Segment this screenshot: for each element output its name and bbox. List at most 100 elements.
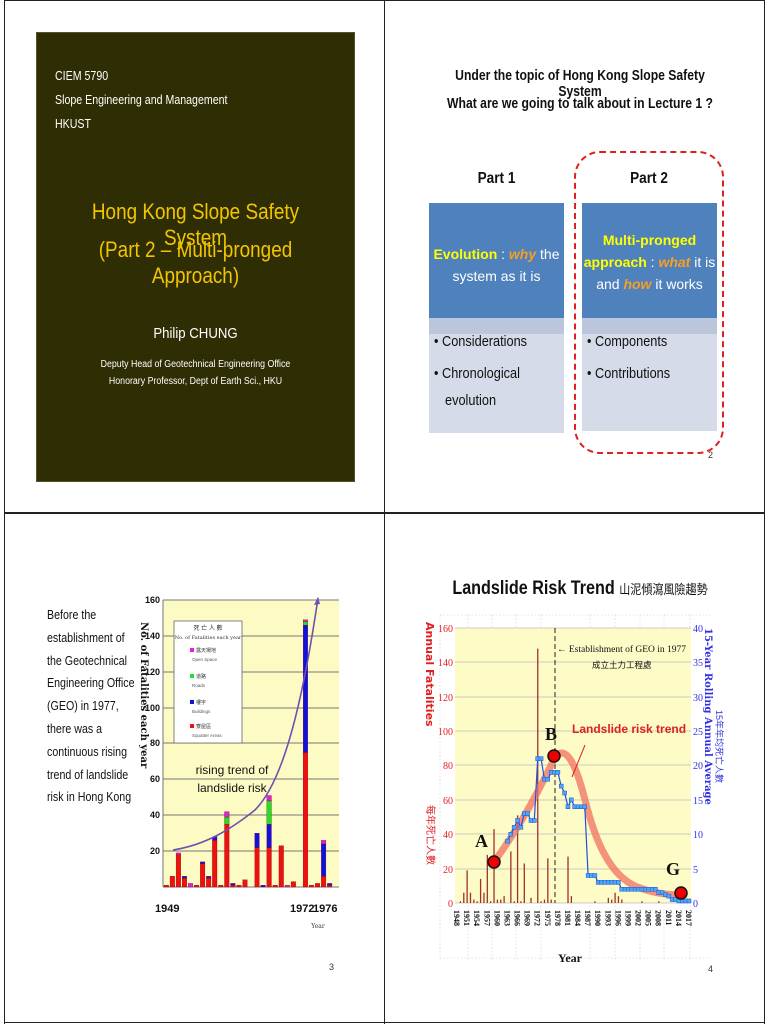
chart-legend: 死 亡 人 數 No. of Fatalities each year 露天場地… [173, 620, 243, 744]
svg-text:80: 80 [443, 761, 453, 772]
svg-text:40: 40 [693, 624, 703, 635]
text-line: establishment of [47, 629, 125, 645]
svg-text:1960: 1960 [492, 910, 501, 926]
left-axis-title-zh: 每年死亡人數 [424, 805, 437, 865]
svg-text:100: 100 [145, 703, 160, 713]
marker-label-b: B [545, 724, 557, 744]
svg-text:1993: 1993 [603, 910, 612, 926]
svg-text:100: 100 [438, 727, 453, 738]
svg-text:1996: 1996 [613, 910, 622, 926]
svg-text:60: 60 [443, 796, 453, 807]
svg-text:No. of Fatalities each year: No. of Fatalities each year [175, 635, 242, 641]
emph-why: why [508, 246, 537, 262]
text-line: there was a [47, 720, 103, 736]
part1-bullet-1: • Considerations [434, 333, 528, 350]
svg-text:1978: 1978 [553, 910, 562, 926]
svg-text:0: 0 [693, 899, 698, 910]
slide4-title: Landslide Risk Trend 山泥傾瀉風險趨勢 [444, 578, 716, 600]
text: and [596, 276, 624, 292]
geo-note-en: ← Establishment of GEO in 1977 [557, 644, 686, 655]
course-code: CIEM 5790 [55, 69, 109, 83]
slide-1-title: CIEM 5790 Slope Engineering and Manageme… [36, 32, 355, 482]
left-axis-title: Annual Fatalities [423, 622, 436, 727]
part2-label: Part 2 [630, 170, 668, 187]
svg-text:1972: 1972 [533, 910, 542, 926]
text: the [536, 246, 560, 262]
part2-summary-box: Multi-pronged approach : what it is and … [582, 203, 717, 318]
page-number-3: 3 [329, 962, 335, 972]
marker-label-a: A [475, 831, 488, 851]
institution: HKUST [55, 117, 92, 131]
svg-text:1954: 1954 [472, 910, 481, 926]
part2-bullet-1: • Components [587, 333, 668, 350]
svg-text:1990: 1990 [593, 910, 602, 926]
part1-label: Part 1 [477, 170, 516, 187]
page-number-2: 2 [708, 450, 714, 460]
svg-text:Open Space: Open Space [192, 657, 218, 662]
keyword-evolution: Evolution [433, 246, 498, 262]
affiliation-line1: Deputy Head of Geotechnical Engineering … [100, 359, 291, 370]
part1-summary-box: Evolution : why the system as it is [429, 203, 564, 318]
svg-text:60: 60 [150, 774, 160, 784]
title-en: Landslide Risk Trend [452, 578, 615, 599]
marker-label-g: G [666, 859, 680, 879]
y-axis-title: No. of Fatalities each year [138, 622, 149, 769]
svg-text:5: 5 [693, 865, 698, 876]
x-axis-title: Year [558, 951, 583, 965]
part1-bullet-2-cont: evolution [445, 391, 496, 411]
grid-bottom-border [4, 1022, 765, 1023]
text: system as it is [452, 268, 541, 284]
emph-how: how [623, 276, 652, 292]
svg-text:1969: 1969 [523, 910, 532, 926]
text-line: Engineering Office [47, 675, 135, 691]
text-line: trend of landslide [47, 766, 129, 782]
slide-title-line1: Hong Kong Slope Safety System [91, 199, 300, 250]
x-axis-title: Year [310, 923, 325, 930]
svg-text:樓宇: 樓宇 [196, 699, 206, 706]
marker-g [674, 886, 688, 900]
slide2-heading-line2: What are we going to talk about in Lectu… [447, 96, 713, 112]
svg-text:20: 20 [443, 865, 453, 876]
svg-text:1963: 1963 [502, 910, 511, 926]
author-name: Philip CHUNG [153, 325, 238, 342]
marker-a [487, 855, 501, 869]
text: it is [690, 254, 716, 270]
svg-text:1984: 1984 [573, 910, 582, 926]
part2-highlight-frame [574, 151, 724, 454]
svg-text:1987: 1987 [583, 910, 592, 926]
svg-text:Buildings: Buildings [192, 709, 211, 714]
part1-bullet-2: • Chronological [434, 365, 520, 382]
grid-middle-divider [4, 512, 765, 514]
text-line: risk in Hong Kong [47, 789, 132, 805]
slide3-body-text: Before the establishment of the Geotechn… [47, 604, 137, 809]
svg-text:1948: 1948 [452, 910, 461, 926]
svg-text:2014: 2014 [674, 910, 683, 926]
svg-text:2002: 2002 [634, 910, 643, 926]
svg-text:160: 160 [438, 624, 453, 635]
svg-text:露天場地: 露天場地 [196, 647, 216, 654]
trend-annotation-1: rising trend of [196, 763, 269, 777]
svg-text:0: 0 [448, 899, 453, 910]
svg-text:160: 160 [145, 595, 160, 605]
right-axis-title: 15-Year Rolling Annual Average [702, 628, 713, 805]
svg-text:140: 140 [145, 631, 160, 641]
svg-text:25: 25 [693, 727, 703, 738]
svg-text:40: 40 [443, 830, 453, 841]
part1-bullets-box [429, 334, 564, 433]
svg-text:道路: 道路 [196, 673, 206, 680]
svg-text:10: 10 [693, 830, 703, 841]
part2-bullet-2: • Contributions [587, 365, 671, 382]
svg-text:死 亡 人 數: 死 亡 人 數 [193, 624, 222, 632]
bullet-text: Chronological [442, 365, 520, 382]
text-line: Before the [47, 607, 97, 622]
svg-text:2011: 2011 [664, 910, 673, 926]
x-label-1976: 1976 [313, 903, 337, 915]
x-label-1972: 1972 [290, 903, 314, 915]
text-line: the Geotechnical [47, 652, 128, 668]
part2-bullets-box [582, 334, 717, 431]
keyword-multipronged: Multi-pronged [602, 232, 697, 248]
marker-b [547, 749, 561, 763]
svg-text:35: 35 [693, 658, 703, 669]
text: it works [651, 276, 703, 292]
